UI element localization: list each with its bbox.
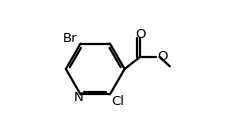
Text: N: N (74, 91, 83, 104)
Text: O: O (157, 50, 167, 63)
Text: O: O (135, 28, 145, 41)
Text: Br: Br (63, 32, 77, 45)
Text: Cl: Cl (110, 95, 123, 108)
